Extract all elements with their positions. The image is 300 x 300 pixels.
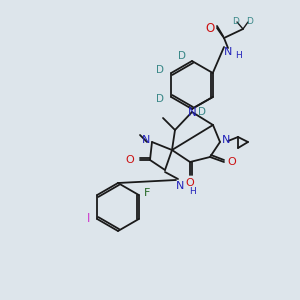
Text: O: O — [228, 157, 236, 167]
Text: H: H — [190, 188, 196, 196]
Text: N: N — [222, 135, 230, 145]
Text: O: O — [206, 22, 214, 34]
Text: O: O — [126, 155, 134, 165]
Text: N: N — [142, 135, 150, 145]
Text: D: D — [232, 16, 239, 26]
Text: I: I — [86, 212, 90, 226]
Text: D: D — [198, 107, 206, 117]
Text: F: F — [144, 188, 150, 198]
Text: D: D — [156, 65, 164, 75]
Text: D: D — [178, 51, 186, 61]
Text: D: D — [156, 94, 164, 104]
Text: N: N — [224, 47, 232, 57]
Text: O: O — [186, 178, 194, 188]
Text: N: N — [188, 106, 196, 118]
Text: N: N — [176, 181, 184, 191]
Text: H: H — [235, 52, 242, 61]
Text: D: D — [247, 16, 254, 26]
